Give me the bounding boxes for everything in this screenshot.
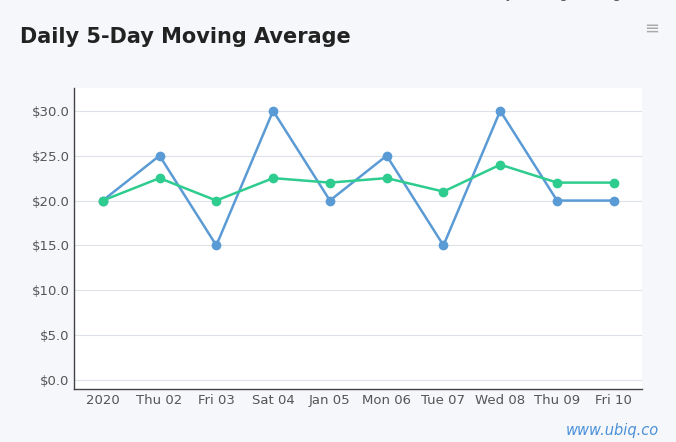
Legend: Sale, 5 Day Moving Average: Sale, 5 Day Moving Average xyxy=(390,0,635,6)
Text: ≡: ≡ xyxy=(644,20,659,38)
Text: www.ubiq.co: www.ubiq.co xyxy=(566,423,659,438)
Text: Daily 5-Day Moving Average: Daily 5-Day Moving Average xyxy=(20,27,351,46)
